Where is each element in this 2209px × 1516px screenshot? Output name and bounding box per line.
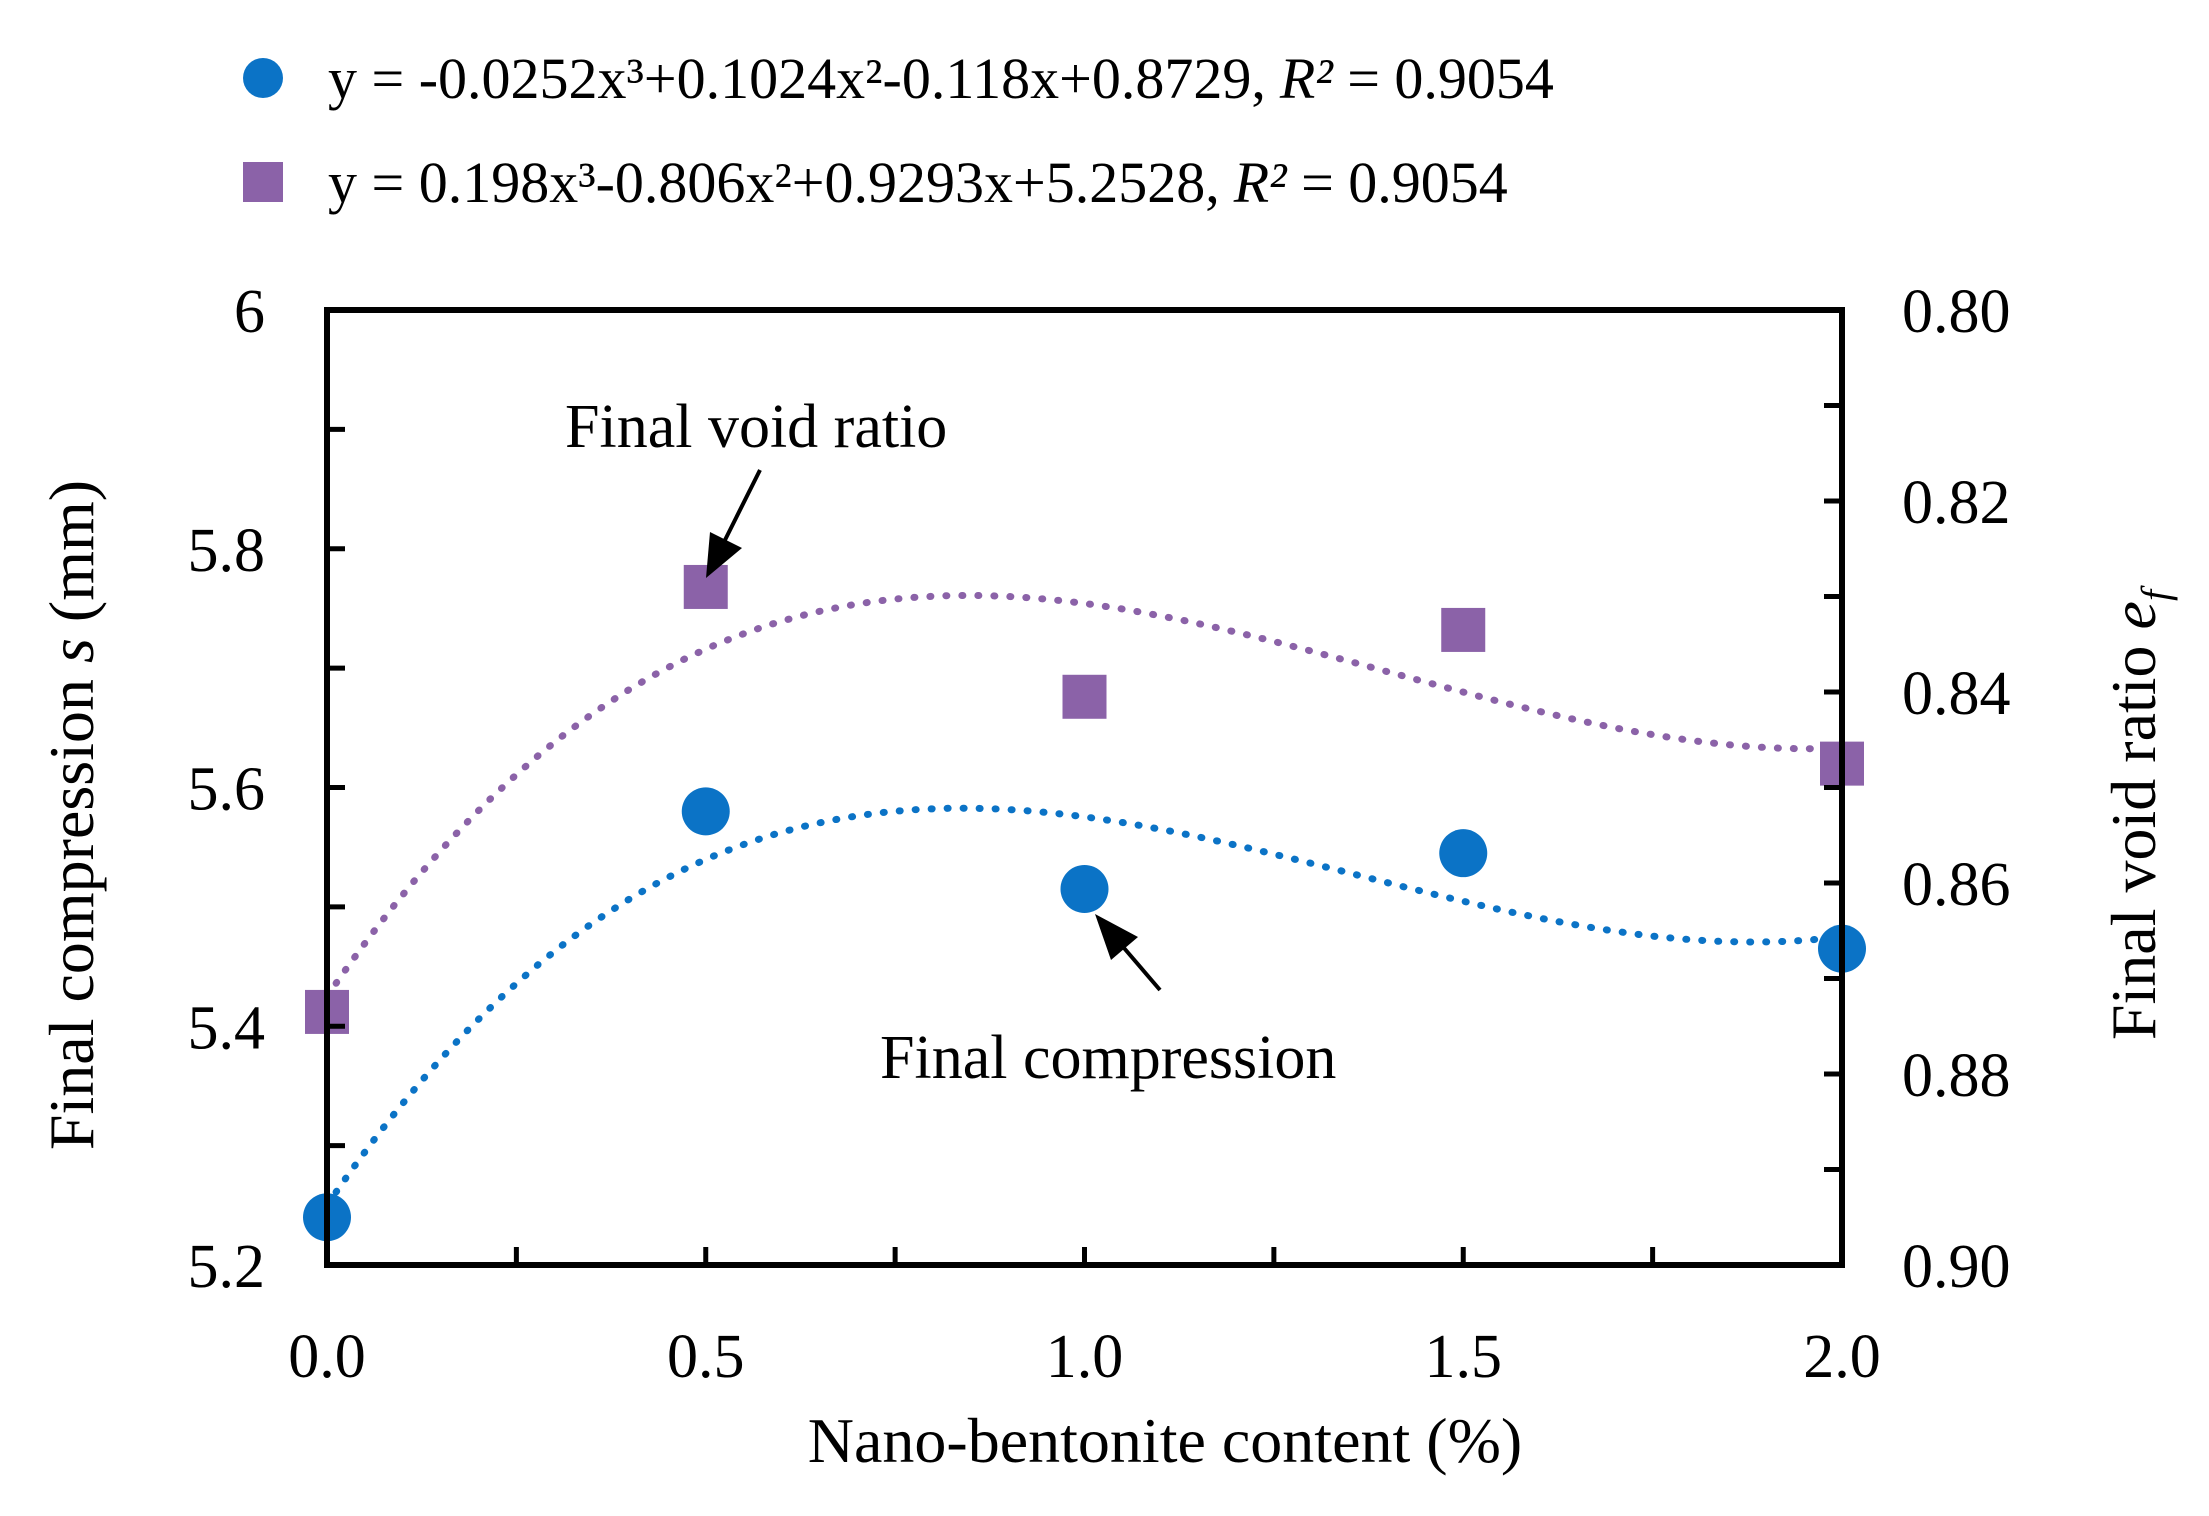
y-left-tick-label: 5.6 xyxy=(188,756,266,824)
y-left-tick-label: 5.2 xyxy=(188,1233,266,1301)
y-left-tick-label: 6 xyxy=(234,278,265,346)
y-right-tick-label: 0.80 xyxy=(1902,278,2011,346)
annotation-final-compression: Final compression xyxy=(880,1024,1336,1092)
y-axis-title-left: Final compression s (mm) xyxy=(36,480,107,1150)
y-left-tick-label: 5.4 xyxy=(188,994,266,1062)
x-tick-label: 1.5 xyxy=(1425,1323,1503,1391)
y-left-tick-label: 5.8 xyxy=(188,517,266,585)
y-right-tick-label: 0.86 xyxy=(1902,851,2011,919)
arrow-final-compression xyxy=(1095,914,1162,992)
y-axis-title-right: Final void ratio ef xyxy=(2098,585,2178,1040)
y-right-tick-label: 0.88 xyxy=(1902,1042,2011,1110)
plot-frame xyxy=(324,307,1845,1268)
axes: 0.0 0.5 1.0 1.5 2.0 5.2 5.4 5.6 5.8 6 0.90 0.88 0.86… xyxy=(188,278,2011,1391)
legend-label-void-ratio: y = 0.198x³-0.806x²+0.9293x+5.2528, R² = … xyxy=(328,150,1508,215)
markers xyxy=(303,564,1866,1242)
x-axis-title: Nano-bentonite content (%) xyxy=(808,1405,1522,1476)
data-point-compression xyxy=(681,787,730,836)
y-right-tick-label: 0.90 xyxy=(1902,1233,2011,1301)
trendlines xyxy=(323,592,1846,1209)
data-point-void-ratio xyxy=(683,564,728,609)
legend-marker-void-ratio xyxy=(243,162,283,202)
data-point-compression xyxy=(1439,829,1488,878)
data-point-compression xyxy=(1060,864,1109,913)
annotation-final-void-ratio: Final void ratio xyxy=(565,393,947,461)
x-tick-label: 0.0 xyxy=(288,1323,366,1391)
legend: y = -0.0252x³+0.1024x²-0.118x+0.8729, R² … xyxy=(243,46,1554,215)
x-tick-label: 0.5 xyxy=(667,1323,745,1391)
y-right-tick-label: 0.84 xyxy=(1902,660,2011,728)
x-tick-label: 1.0 xyxy=(1046,1323,1124,1391)
data-point-void-ratio xyxy=(1441,607,1486,652)
trendline-compression xyxy=(323,804,1846,1209)
legend-marker-compression xyxy=(243,58,283,98)
data-point-void-ratio xyxy=(1062,674,1107,719)
y-right-tick-label: 0.82 xyxy=(1902,469,2011,537)
x-tick-label: 2.0 xyxy=(1803,1323,1881,1391)
arrow-final-void-ratio xyxy=(706,469,762,578)
trendline-void-ratio xyxy=(323,592,1846,1000)
legend-label-compression: y = -0.0252x³+0.1024x²-0.118x+0.8729, R² … xyxy=(328,46,1554,111)
